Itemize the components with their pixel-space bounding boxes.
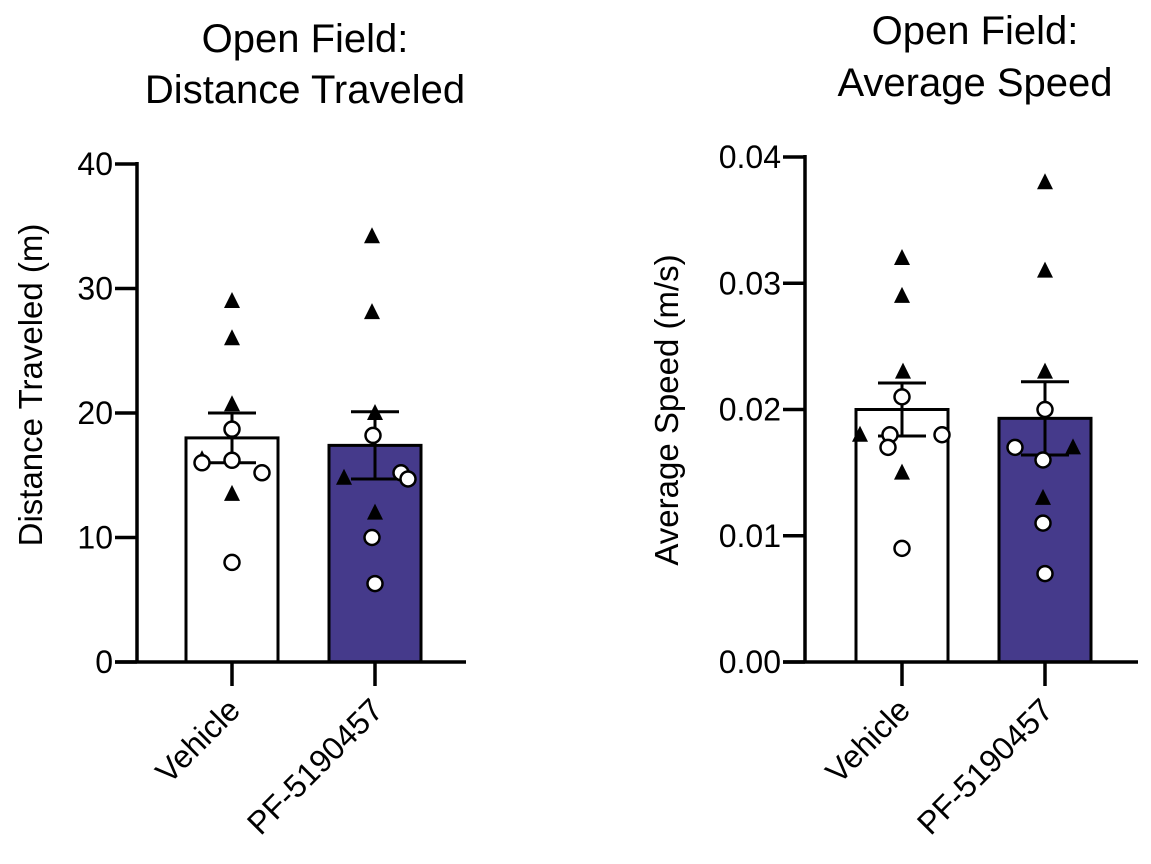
data-point-triangle (1037, 362, 1053, 379)
chart-title-line-2: Average Speed (837, 61, 1112, 105)
bar-vehicle (854, 408, 950, 664)
data-point-triangle (1065, 438, 1081, 455)
y-tick-label: 0.02 (719, 392, 781, 428)
chart-distance-traveled: Open Field: Distance Traveled Distance T… (12, 17, 466, 841)
y-tick-label: 10 (77, 520, 113, 556)
data-point-circle (223, 553, 241, 572)
data-point-circle (879, 438, 897, 457)
data-point-triangle (224, 291, 240, 308)
data-point-circle (366, 574, 384, 593)
chart-average-speed: Open Field: Average Speed Average Speed … (648, 9, 1138, 841)
data-point-circle (193, 454, 211, 472)
y-tick-label: 0.00 (719, 644, 781, 680)
data-point-triangle (224, 484, 240, 501)
data-point-circle (399, 470, 417, 488)
y-tick-label: 20 (77, 395, 113, 431)
data-point-triangle (224, 395, 240, 412)
data-point-circle (893, 388, 911, 406)
data-point-triangle (894, 463, 910, 480)
data-point-circle (1034, 514, 1052, 532)
x-tick-label: Vehicle (149, 691, 247, 789)
data-point-circle (933, 426, 951, 444)
y-tick-label: 0.01 (719, 518, 781, 554)
y-tick-label: 30 (77, 271, 113, 307)
y-tick-label: 40 (77, 146, 113, 182)
chart-title-line-2: Distance Traveled (145, 68, 465, 112)
y-tick-label: 0 (95, 644, 113, 680)
data-point-circle (1034, 451, 1052, 469)
data-point-circle (893, 539, 911, 558)
x-tick-label: PF-5190457 (240, 691, 390, 841)
data-point-circle (1036, 564, 1054, 583)
data-point-triangle (895, 362, 911, 379)
data-point-circle (1006, 438, 1024, 457)
data-point-triangle (336, 468, 352, 485)
data-point-triangle (852, 425, 868, 442)
data-point-triangle (367, 404, 383, 420)
data-point-triangle (364, 227, 380, 244)
data-point-triangle (1035, 488, 1051, 505)
y-axis-label: Distance Traveled (m) (12, 224, 49, 547)
chart-title-line-1: Open Field: (202, 17, 409, 61)
y-tick-label: 0.03 (719, 265, 781, 301)
data-point-circle (253, 464, 271, 482)
data-point-triangle (364, 303, 380, 320)
data-point-triangle (894, 286, 910, 303)
chart-title-line-1: Open Field: (872, 9, 1079, 53)
data-point-triangle (367, 503, 383, 520)
x-tick-label: Vehicle (819, 691, 917, 789)
x-tick-label: PF-5190457 (910, 691, 1060, 841)
data-point-triangle (1037, 173, 1053, 190)
data-point-triangle (224, 329, 240, 346)
data-point-circle (223, 451, 241, 470)
y-axis-label: Average Speed (m/s) (648, 254, 685, 565)
data-point-circle (364, 426, 382, 445)
data-point-triangle (1037, 261, 1053, 278)
data-point-circle (1036, 400, 1054, 419)
data-point-circle (223, 420, 241, 438)
data-point-triangle (894, 249, 910, 265)
data-point-circle (363, 528, 381, 547)
y-tick-label: 0.04 (719, 139, 781, 175)
